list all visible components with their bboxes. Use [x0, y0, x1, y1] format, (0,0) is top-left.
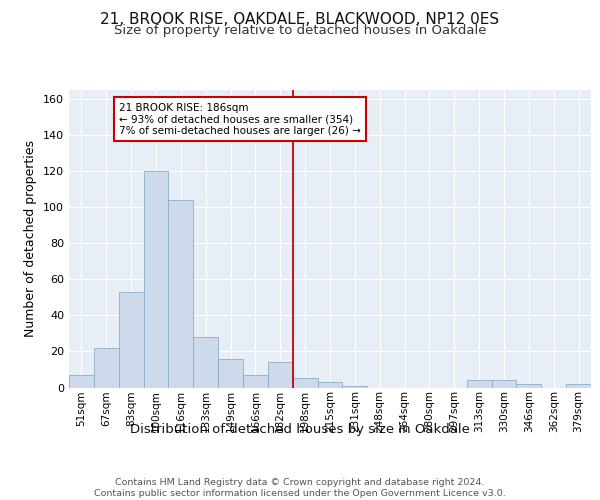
Bar — [218, 358, 243, 388]
Bar — [169, 200, 193, 388]
Bar — [293, 378, 317, 388]
Bar — [268, 362, 293, 388]
Bar — [193, 337, 218, 388]
Bar — [143, 171, 169, 388]
Bar — [343, 386, 367, 388]
Text: Distribution of detached houses by size in Oakdale: Distribution of detached houses by size … — [130, 422, 470, 436]
Text: Size of property relative to detached houses in Oakdale: Size of property relative to detached ho… — [114, 24, 486, 37]
Bar — [94, 348, 119, 388]
Bar — [119, 292, 143, 388]
Bar — [317, 382, 343, 388]
Bar — [517, 384, 541, 388]
Text: Contains HM Land Registry data © Crown copyright and database right 2024.
Contai: Contains HM Land Registry data © Crown c… — [94, 478, 506, 498]
Y-axis label: Number of detached properties: Number of detached properties — [25, 140, 37, 337]
Text: 21, BROOK RISE, OAKDALE, BLACKWOOD, NP12 0ES: 21, BROOK RISE, OAKDALE, BLACKWOOD, NP12… — [100, 12, 500, 28]
Text: 21 BROOK RISE: 186sqm
← 93% of detached houses are smaller (354)
7% of semi-deta: 21 BROOK RISE: 186sqm ← 93% of detached … — [119, 102, 361, 136]
Bar — [566, 384, 591, 388]
Bar — [467, 380, 491, 388]
Bar — [243, 375, 268, 388]
Bar — [69, 375, 94, 388]
Bar — [491, 380, 517, 388]
